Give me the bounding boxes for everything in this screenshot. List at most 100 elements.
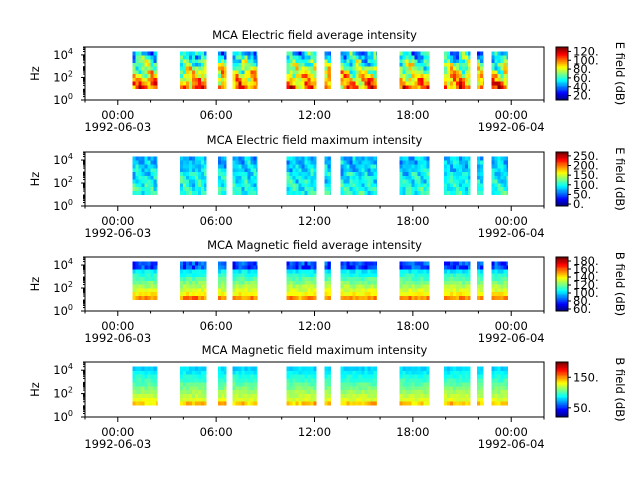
heatmap-cell (506, 62, 509, 67)
heatmap-cell (456, 190, 460, 195)
heatmap-cell (447, 164, 451, 169)
heatmap-cell (192, 401, 196, 406)
heatmap-cell (141, 265, 145, 270)
heatmap-cell (141, 70, 145, 75)
heatmap-cell (307, 280, 311, 285)
heatmap-cell (349, 284, 354, 289)
heatmap-cell (183, 284, 187, 289)
heatmap-cell (141, 186, 145, 192)
heatmap-cell (241, 77, 245, 82)
heatmap-cell (141, 389, 145, 395)
heatmap-cell (420, 288, 425, 293)
heatmap-cell (217, 171, 222, 176)
heatmap-cell (343, 382, 348, 387)
heatmap-cell (327, 385, 331, 391)
heatmap-cell (313, 51, 317, 56)
data-interval (132, 156, 158, 195)
heatmap-cell (450, 366, 454, 371)
heatmap-cell (330, 186, 332, 192)
heatmap-cell (361, 156, 366, 161)
heatmap-cell (482, 156, 484, 161)
heatmap-cell (238, 265, 242, 270)
heatmap-cell (156, 393, 158, 398)
heatmap-cell (482, 167, 484, 173)
heatmap-cell (462, 62, 466, 67)
heatmap-cell (426, 374, 430, 379)
heatmap-cell (189, 70, 193, 75)
colorbar-segment (556, 259, 568, 262)
heatmap-cell (198, 85, 202, 90)
heatmap-cell (453, 77, 457, 82)
heatmap-cell (307, 265, 311, 270)
heatmap-cell (304, 62, 308, 67)
heatmap-cell (183, 378, 187, 383)
heatmap-cell (405, 55, 410, 60)
heatmap-cell (491, 164, 495, 169)
heatmap-cell (186, 183, 190, 188)
heatmap-cell (503, 70, 507, 75)
colorbar-segment (556, 258, 568, 261)
heatmap-cell (468, 366, 471, 371)
heatmap-cell (138, 382, 142, 387)
heatmap-cell (289, 51, 293, 56)
heatmap-cell (301, 393, 305, 398)
heatmap-cell (183, 401, 187, 406)
heatmap-cell (444, 62, 448, 67)
heatmap-cell (301, 366, 305, 371)
heatmap-cell (244, 385, 248, 391)
heatmap-cell (189, 370, 193, 375)
heatmap-cell (373, 389, 378, 395)
colorbar-segment (556, 80, 568, 82)
heatmap-cell (503, 175, 507, 180)
x-tick-date: 1992-06-03 (84, 226, 151, 240)
heatmap-cell (361, 284, 366, 289)
colorbar-tick-label: 120. (573, 278, 599, 292)
heatmap-cell (411, 288, 416, 293)
heatmap-cell (198, 397, 202, 402)
heatmap-cell (292, 397, 296, 402)
heatmap-cell (453, 288, 457, 293)
heatmap-cell (500, 70, 504, 75)
colorbar-segment (556, 278, 568, 281)
heatmap-cell (327, 51, 331, 56)
colorbar-segment (556, 273, 568, 275)
heatmap-cell (346, 175, 351, 180)
heatmap-cell (364, 175, 369, 180)
heatmap-cell (503, 389, 507, 395)
heatmap-cell (247, 366, 251, 371)
panel-1: MCA Electric field average intensityHz10… (28, 28, 627, 134)
heatmap-cell (465, 66, 469, 71)
heatmap-cell (132, 66, 136, 71)
heatmap-cell (150, 401, 154, 406)
heatmap-cell (450, 73, 454, 78)
heatmap-cell (402, 167, 407, 173)
heatmap-cell (286, 397, 290, 402)
heatmap-cell (180, 261, 184, 266)
heatmap-cell (238, 272, 242, 278)
heatmap-cell (189, 73, 193, 78)
heatmap-cell (423, 70, 428, 75)
heatmap-cell (456, 370, 460, 375)
heatmap-cell (250, 397, 254, 402)
heatmap-cell (450, 175, 454, 180)
heatmap-cell (340, 190, 345, 195)
heatmap-cell (324, 284, 328, 289)
heatmap-cell (364, 164, 369, 169)
heatmap-cell (135, 276, 139, 281)
heatmap-cell (135, 269, 139, 274)
heatmap-cell (358, 62, 363, 67)
heatmap-cell (244, 179, 248, 184)
heatmap-cell (223, 156, 227, 161)
heatmap-cell (232, 397, 236, 402)
heatmap-cell (198, 385, 202, 391)
heatmap-cell (411, 190, 416, 195)
heatmap-cell (459, 295, 463, 300)
heatmap-cell (253, 190, 257, 195)
heatmap-cell (462, 81, 466, 86)
heatmap-cell (195, 401, 199, 406)
heatmap-cell (494, 77, 498, 82)
heatmap-cell (217, 288, 222, 293)
heatmap-cell (141, 295, 145, 300)
heatmap-cell (310, 51, 314, 56)
heatmap-cell (220, 291, 225, 297)
